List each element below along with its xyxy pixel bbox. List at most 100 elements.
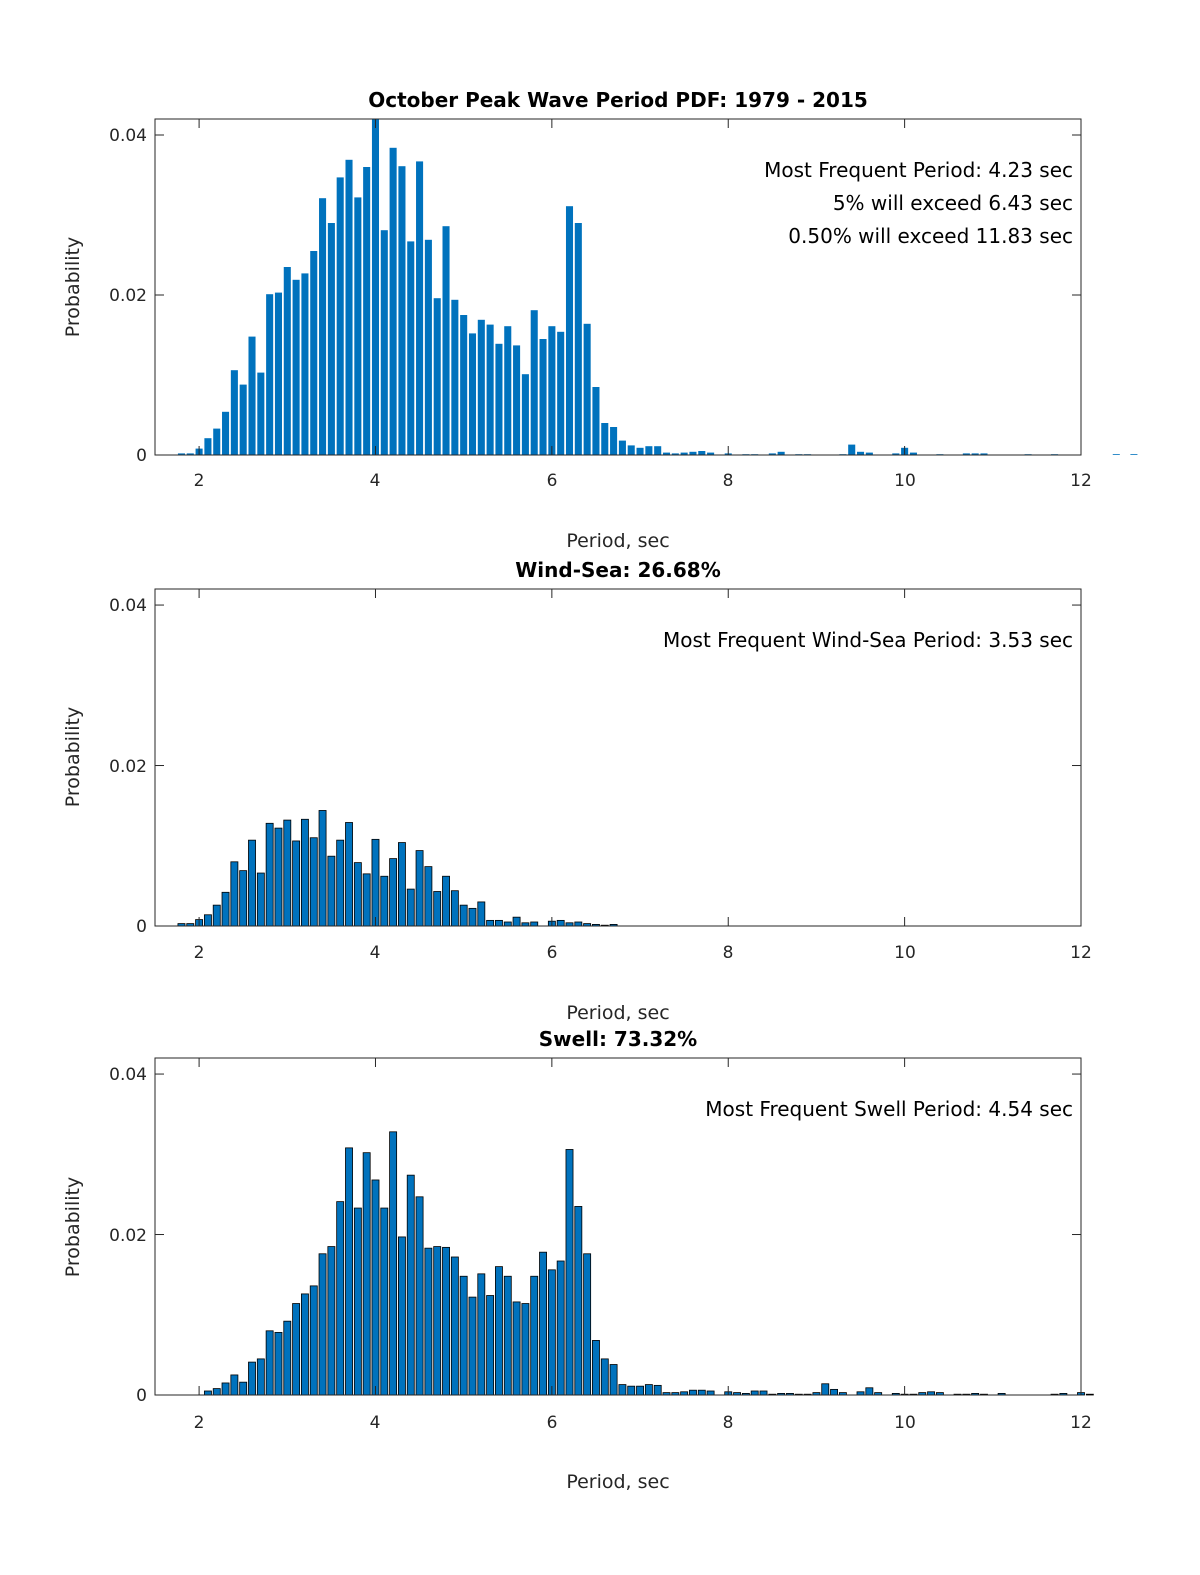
y-tick-label: 0 bbox=[136, 446, 147, 466]
bar bbox=[265, 1330, 274, 1396]
bar bbox=[689, 1389, 697, 1396]
bar bbox=[865, 1387, 874, 1396]
panel-swell: Swell: 73.32% 2 4 6 8 10 12 0 0.02 0.04 … bbox=[62, 1027, 1094, 1493]
bar bbox=[574, 223, 582, 455]
bar bbox=[230, 1374, 239, 1396]
bar bbox=[574, 921, 583, 927]
annotation-most-frequent: Most Frequent Swell Period: 4.54 sec bbox=[705, 1097, 1073, 1121]
bar bbox=[460, 315, 468, 455]
bar bbox=[415, 1196, 424, 1396]
bar bbox=[248, 839, 256, 927]
y-tick-label: 0 bbox=[136, 917, 147, 937]
y-tick-label: 0.04 bbox=[109, 596, 147, 616]
bar bbox=[601, 423, 609, 455]
bar bbox=[398, 166, 406, 455]
bar bbox=[645, 446, 653, 455]
bar bbox=[354, 197, 362, 455]
y-tick-label: 0.04 bbox=[109, 1065, 147, 1085]
bar bbox=[230, 861, 239, 927]
chart-title: Wind-Sea: 26.68% bbox=[515, 558, 721, 582]
bar bbox=[600, 1358, 609, 1396]
bar bbox=[503, 1275, 512, 1396]
bar bbox=[759, 1390, 768, 1396]
x-tick-label: 12 bbox=[1070, 471, 1092, 491]
bar bbox=[318, 810, 327, 927]
bar bbox=[556, 919, 565, 927]
y-tick-label: 0.02 bbox=[109, 1226, 147, 1246]
bar bbox=[300, 818, 309, 927]
bar bbox=[371, 119, 380, 455]
bar bbox=[556, 1260, 565, 1396]
bar bbox=[777, 451, 785, 455]
x-tick-label: 4 bbox=[370, 1413, 381, 1433]
bar bbox=[627, 445, 635, 455]
bar bbox=[221, 891, 230, 927]
bar bbox=[406, 1174, 415, 1396]
bar bbox=[865, 452, 873, 455]
bar bbox=[503, 921, 512, 927]
bar bbox=[662, 452, 671, 455]
bar bbox=[415, 850, 424, 927]
bar bbox=[336, 839, 345, 927]
bar bbox=[644, 1384, 653, 1396]
bar bbox=[636, 447, 644, 455]
bar bbox=[204, 438, 212, 455]
panel-wind-sea: Wind-Sea: 26.68% 2 4 6 8 10 12 0 0.02 0.… bbox=[62, 558, 1092, 1024]
bar bbox=[830, 1388, 838, 1396]
bar-series bbox=[203, 1131, 1094, 1396]
bar bbox=[230, 370, 238, 455]
bar bbox=[380, 230, 388, 455]
bar bbox=[362, 1152, 371, 1396]
axes-box bbox=[154, 588, 1082, 927]
bar bbox=[513, 345, 521, 455]
bar bbox=[636, 1385, 644, 1396]
y-axis-label: Probability bbox=[62, 707, 84, 807]
y-tick-label: 0 bbox=[136, 1386, 147, 1406]
bar bbox=[477, 1273, 486, 1396]
bar bbox=[265, 822, 274, 927]
bar bbox=[750, 1390, 759, 1396]
bar bbox=[980, 453, 988, 455]
bar bbox=[459, 904, 468, 927]
bar bbox=[459, 1275, 468, 1396]
bar bbox=[707, 452, 715, 455]
bar bbox=[416, 161, 424, 455]
bar bbox=[398, 842, 406, 927]
bar bbox=[451, 299, 459, 455]
bar bbox=[424, 239, 432, 455]
bar bbox=[468, 907, 477, 927]
bar bbox=[1130, 454, 1138, 455]
bar bbox=[266, 294, 274, 455]
bar bbox=[547, 1269, 556, 1396]
bar bbox=[495, 919, 503, 927]
bar bbox=[300, 1293, 309, 1396]
bar bbox=[495, 1266, 503, 1396]
bar bbox=[309, 1285, 318, 1396]
bar bbox=[512, 1301, 521, 1396]
bar bbox=[327, 1246, 336, 1396]
bar bbox=[504, 326, 512, 455]
x-tick-label: 4 bbox=[370, 943, 381, 963]
annotation-most-frequent: Most Frequent Period: 4.23 sec bbox=[764, 158, 1073, 182]
y-axis-label: Probability bbox=[62, 237, 84, 337]
bar bbox=[971, 453, 979, 455]
bar-series bbox=[177, 810, 618, 927]
bar bbox=[363, 167, 371, 455]
bar bbox=[592, 1340, 600, 1396]
bar bbox=[530, 310, 538, 455]
bar bbox=[389, 858, 398, 927]
bar bbox=[821, 1383, 830, 1396]
chart-title: Swell: 73.32% bbox=[539, 1027, 697, 1051]
bar bbox=[512, 916, 521, 927]
bar bbox=[450, 890, 459, 927]
bar bbox=[857, 451, 865, 455]
bar bbox=[274, 827, 283, 927]
x-tick-label: 2 bbox=[194, 943, 205, 963]
bar bbox=[345, 822, 353, 927]
bar bbox=[477, 901, 486, 927]
x-tick-label: 10 bbox=[894, 471, 916, 491]
bar bbox=[256, 872, 265, 927]
tick-marks bbox=[155, 589, 1082, 927]
bar bbox=[203, 1390, 212, 1396]
bar bbox=[1112, 454, 1120, 455]
